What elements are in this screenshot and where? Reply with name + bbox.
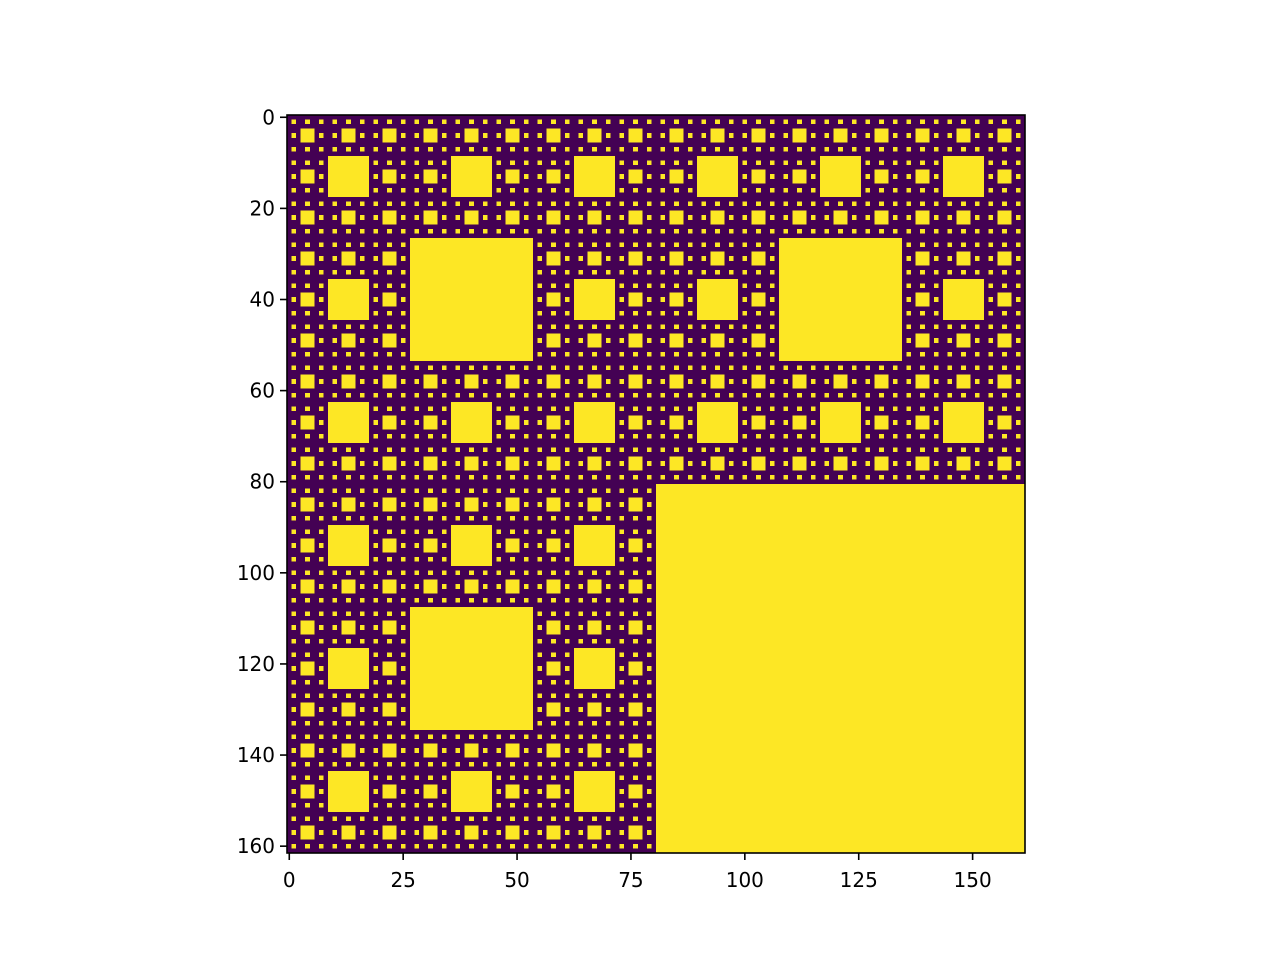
- x-tick-label: 150: [954, 868, 992, 892]
- y-tick-label: 0: [262, 105, 275, 129]
- x-tick-label: 75: [618, 868, 643, 892]
- x-tick-label: 25: [390, 868, 415, 892]
- axes-frame: [286, 114, 1026, 854]
- y-tick-label: 60: [250, 379, 275, 403]
- y-tick-label: 100: [237, 561, 275, 585]
- y-tick-label: 20: [250, 196, 275, 220]
- y-tick-label: 40: [250, 288, 275, 312]
- x-tick-label: 50: [504, 868, 529, 892]
- y-axis: 0 20 40 60 80 100 120 140 160: [237, 105, 287, 858]
- y-tick-label: 80: [250, 470, 275, 494]
- x-axis: 0 25 50 75 100 125 150: [283, 853, 992, 892]
- x-tick-label: 100: [726, 868, 764, 892]
- x-tick-label: 0: [283, 868, 296, 892]
- y-tick-label: 120: [237, 652, 275, 676]
- heatmap-image: [287, 115, 1025, 853]
- plot-area: [287, 115, 1025, 853]
- x-tick-label: 125: [840, 868, 878, 892]
- y-tick-label: 160: [237, 834, 275, 858]
- y-tick-label: 140: [237, 743, 275, 767]
